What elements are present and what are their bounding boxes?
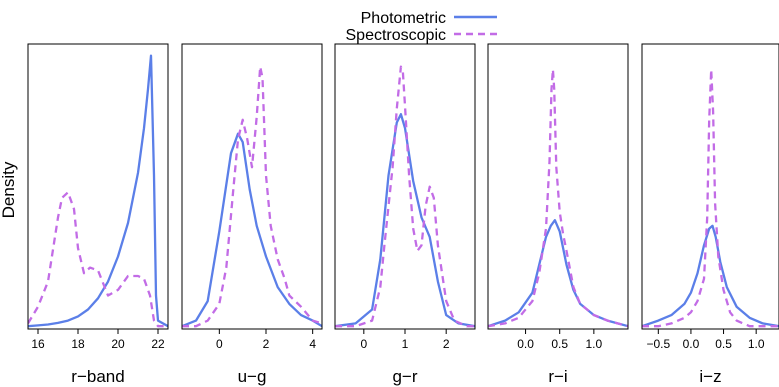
- panels: 16 18 20 22 r−band 0 2 4 u−g 0 1 2 g−r 0.0 0.5 1.0 r−i −0…: [27, 43, 779, 386]
- x-axis-label: r−band: [71, 367, 124, 386]
- x-axis-label: g−r: [392, 367, 417, 386]
- x-tick-label: 1.0: [748, 337, 765, 351]
- panel-frame: [641, 43, 779, 330]
- y-axis-label: Density: [0, 161, 18, 218]
- panel-frame: [487, 43, 629, 330]
- series-line-photometric: [488, 219, 628, 328]
- x-tick-label: 18: [71, 337, 85, 351]
- series-group: [488, 68, 628, 328]
- panel-frame: [27, 43, 169, 330]
- panel-4: 0.0 0.5 1.0 r−i: [487, 43, 629, 386]
- legend: Photometric Spectroscopic: [346, 10, 497, 44]
- panel-3: 0 1 2 g−r: [334, 43, 476, 386]
- x-tick-label: 4: [309, 337, 316, 351]
- panel-1: 16 18 20 22 r−band: [27, 43, 169, 386]
- series-line-spectroscopic: [488, 68, 628, 328]
- panel-5: −0.5 0.0 0.5 1.0 i−z: [641, 43, 779, 386]
- x-tick-label: 0.5: [551, 337, 568, 351]
- series-line-photometric: [642, 224, 779, 328]
- x-tick-label: 0.5: [715, 337, 732, 351]
- x-axis-label: u−g: [238, 367, 267, 386]
- x-tick-label: 2: [443, 337, 450, 351]
- x-tick-label: 0: [360, 337, 367, 351]
- x-tick-label: 0: [216, 337, 223, 351]
- x-tick-label: 1: [402, 337, 409, 351]
- panel-frame: [334, 43, 476, 330]
- series-line-spectroscopic: [28, 191, 168, 328]
- x-tick-label: 16: [31, 337, 45, 351]
- x-tick-label: 22: [151, 337, 165, 351]
- series-line-spectroscopic: [335, 65, 475, 328]
- series-line-photometric: [28, 54, 168, 328]
- series-line-spectroscopic: [642, 68, 779, 328]
- x-tick-label: 1.0: [586, 337, 603, 351]
- x-tick-label: 20: [111, 337, 125, 351]
- x-axis-label: r−i: [548, 367, 567, 386]
- x-tick-label: 2: [263, 337, 270, 351]
- series-line-photometric: [182, 132, 322, 328]
- series-group: [642, 68, 779, 328]
- x-tick-label: −0.5: [646, 337, 670, 351]
- series-group: [182, 65, 322, 328]
- legend-label-spectroscopic: Spectroscopic: [346, 27, 447, 44]
- legend-label-photometric: Photometric: [361, 10, 446, 27]
- panel-2: 0 2 4 u−g: [181, 43, 323, 386]
- x-tick-label: 0.0: [683, 337, 700, 351]
- x-tick-label: 0.0: [517, 337, 534, 351]
- panel-frame: [181, 43, 323, 330]
- x-axis-label: i−z: [699, 367, 721, 386]
- series-line-photometric: [335, 113, 475, 328]
- series-group: [335, 65, 475, 328]
- series-group: [28, 54, 168, 328]
